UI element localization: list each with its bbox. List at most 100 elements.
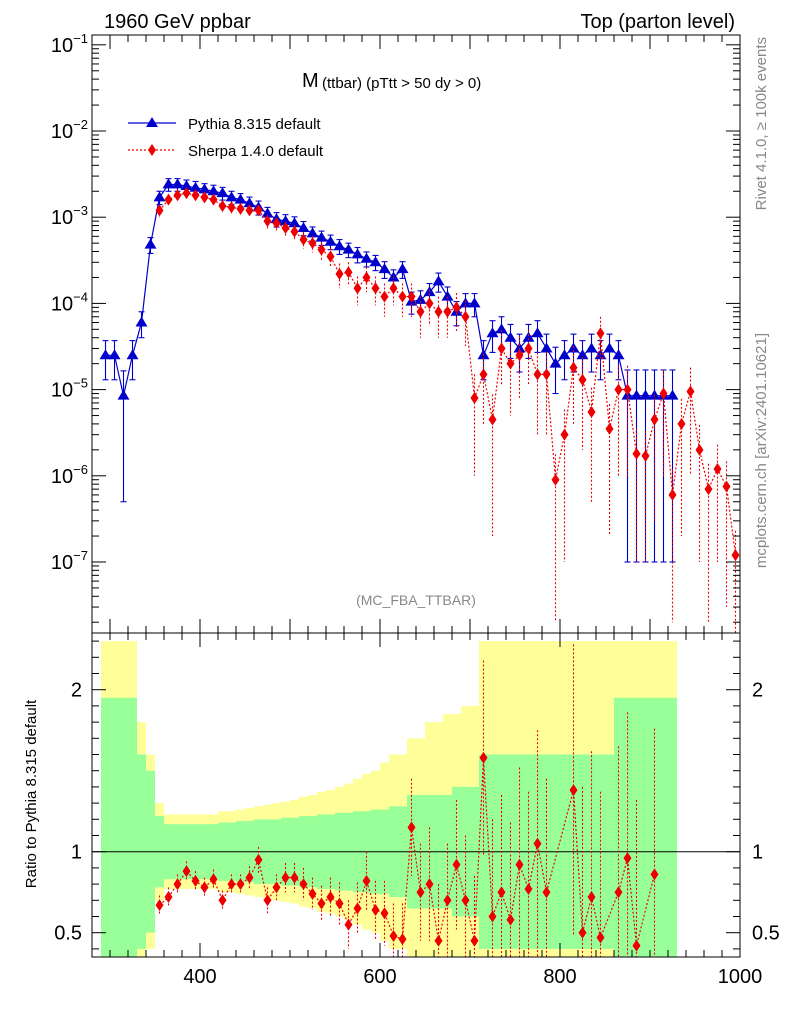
pythia-point bbox=[432, 275, 445, 286]
ratio-data-layer bbox=[92, 641, 740, 957]
pythia-point bbox=[99, 349, 112, 360]
pythia-point bbox=[162, 178, 175, 189]
sherpa-point bbox=[695, 443, 704, 456]
pythia-point bbox=[540, 342, 553, 353]
sherpa-point bbox=[587, 405, 596, 418]
main-ytick-label: 10−6 bbox=[51, 462, 88, 488]
main-plot-panel: 10−1 10−2 10−3 10−4 10−5 10−6 10−7 M (ttbar) (… bbox=[51, 31, 741, 634]
sherpa-point bbox=[353, 282, 362, 295]
ratio-band-inner bbox=[668, 697, 677, 957]
pythia-point bbox=[333, 240, 346, 251]
sherpa-point bbox=[209, 193, 218, 206]
ratio-sherpa-point bbox=[389, 929, 398, 942]
sherpa-point bbox=[416, 305, 425, 318]
sherpa-point bbox=[371, 282, 380, 295]
ratio-xtick-label: 600 bbox=[363, 966, 396, 988]
ratio-xtick-label: 1000 bbox=[718, 966, 763, 988]
ratio-sherpa-point bbox=[398, 933, 407, 946]
ratio-sherpa-point bbox=[326, 891, 335, 904]
pythia-point bbox=[117, 389, 130, 400]
sherpa-point bbox=[191, 189, 200, 202]
ratio-sherpa-point bbox=[452, 858, 461, 871]
ratio-sherpa-point bbox=[515, 858, 524, 871]
sherpa-point bbox=[299, 233, 308, 246]
ratio-sherpa-point bbox=[173, 878, 182, 891]
pythia-point bbox=[351, 248, 364, 259]
pythia-point bbox=[648, 389, 661, 400]
sherpa-point bbox=[731, 549, 740, 562]
pythia-point bbox=[108, 349, 121, 360]
pythia-point bbox=[315, 231, 328, 242]
pythia-point bbox=[369, 256, 382, 267]
sherpa-point bbox=[389, 282, 398, 295]
sherpa-point bbox=[632, 447, 641, 460]
ratio-sherpa-point bbox=[353, 902, 362, 915]
pythia-point bbox=[171, 178, 184, 189]
sherpa-point bbox=[677, 417, 686, 430]
sherpa-point bbox=[641, 449, 650, 462]
ratio-sherpa-point bbox=[263, 894, 272, 907]
sherpa-point bbox=[506, 357, 515, 370]
ratio-sherpa-point bbox=[470, 934, 479, 947]
sherpa-point bbox=[542, 368, 551, 381]
pythia-point bbox=[225, 191, 238, 202]
ratio-ytick-label-right: 1 bbox=[752, 842, 763, 864]
sherpa-point bbox=[488, 413, 497, 426]
sherpa-point bbox=[713, 462, 722, 475]
main-ytick-label: 10−1 bbox=[51, 31, 88, 57]
sherpa-point bbox=[569, 361, 578, 374]
legend-pythia-label: Pythia 8.315 default bbox=[188, 116, 321, 133]
pythia-point bbox=[378, 263, 391, 274]
pythia-point bbox=[180, 180, 193, 191]
sherpa-point bbox=[533, 368, 542, 381]
sherpa-point bbox=[263, 215, 272, 228]
pythia-point bbox=[342, 243, 355, 254]
pythia-point bbox=[495, 323, 508, 334]
sherpa-point bbox=[407, 290, 416, 303]
ratio-sherpa-point bbox=[245, 871, 254, 884]
pythia-point bbox=[585, 342, 598, 353]
sherpa-point bbox=[551, 473, 560, 486]
sherpa-point bbox=[308, 237, 317, 250]
ratio-sherpa-point bbox=[542, 886, 551, 899]
watermark: (MC_FBA_TTBAR) bbox=[356, 592, 476, 608]
rivet-label: Rivet 4.1.0, ≥ 100k events bbox=[753, 37, 770, 210]
pythia-point bbox=[198, 183, 211, 194]
plot-title-main: M bbox=[302, 70, 319, 92]
pythia-line bbox=[105, 183, 673, 397]
pythia-point bbox=[261, 207, 274, 218]
pythia-point bbox=[576, 349, 589, 360]
sherpa-point bbox=[704, 483, 713, 496]
sherpa-point bbox=[281, 221, 290, 234]
pythia-point bbox=[549, 357, 562, 368]
pythia-point bbox=[468, 297, 481, 308]
sherpa-point bbox=[218, 199, 227, 212]
ratio-band-inner bbox=[632, 697, 641, 957]
legend-sherpa-label: Sherpa 1.4.0 default bbox=[188, 143, 324, 160]
ratio-sherpa-point bbox=[623, 852, 632, 865]
ratio-sherpa-point bbox=[290, 871, 299, 884]
sherpa-point bbox=[722, 480, 731, 493]
pythia-point bbox=[396, 263, 409, 274]
legend-pythia-marker bbox=[146, 117, 158, 127]
ratio-sherpa-point bbox=[182, 865, 191, 878]
sherpa-point bbox=[614, 383, 623, 396]
sherpa-point bbox=[434, 305, 443, 318]
pythia-point bbox=[558, 349, 571, 360]
ratio-ytick-label-left: 2 bbox=[71, 680, 82, 702]
pythia-point bbox=[360, 252, 373, 263]
sherpa-point bbox=[245, 204, 254, 217]
pythia-point bbox=[153, 191, 166, 202]
legend: Pythia 8.315 default Sherpa 1.4.0 defaul… bbox=[128, 116, 324, 160]
main-ytick-label: 10−4 bbox=[51, 289, 88, 315]
ratio-sherpa-point bbox=[587, 891, 596, 904]
ratio-sherpa-point bbox=[596, 931, 605, 944]
ratio-sherpa-point bbox=[569, 784, 578, 797]
ratio-band-inner bbox=[641, 697, 650, 957]
sherpa-point bbox=[200, 191, 209, 204]
pythia-point bbox=[612, 349, 625, 360]
ratio-sherpa-point bbox=[632, 939, 641, 952]
pythia-point bbox=[207, 185, 220, 196]
ratio-xtick-label: 400 bbox=[183, 966, 216, 988]
